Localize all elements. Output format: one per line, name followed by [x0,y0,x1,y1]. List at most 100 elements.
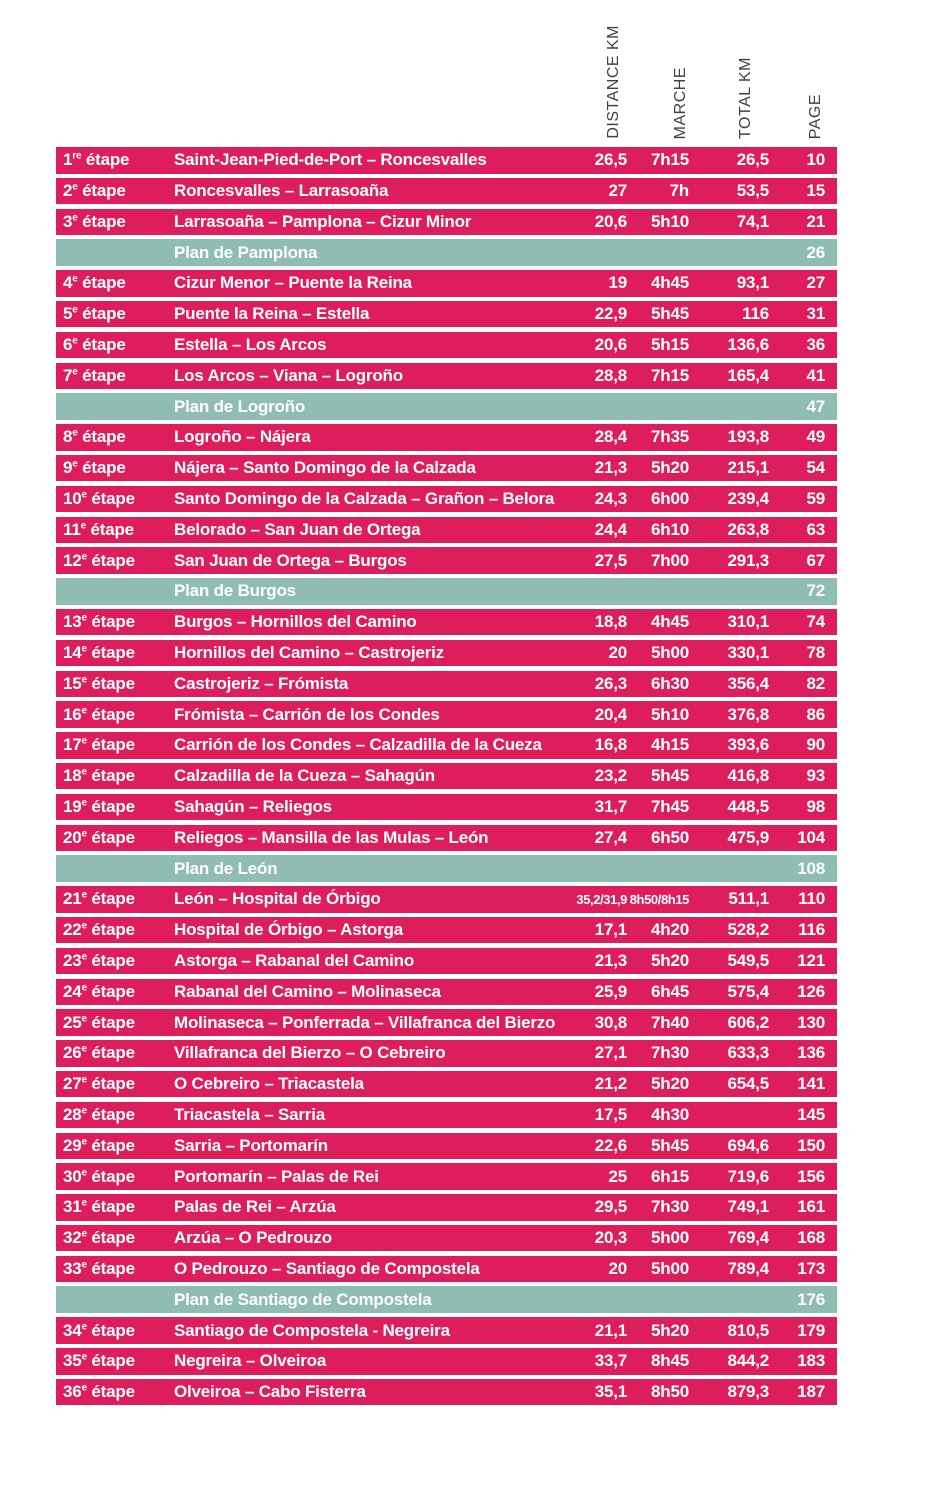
stage-ordinal: 23e étape [63,950,135,970]
stage-row: 18e étape Calzadilla de la Cueza – Sahag… [56,762,837,790]
stage-marche-time: 6h00 [651,489,689,509]
stage-route: León – Hospital de Órbigo [174,889,381,909]
plan-row: Plan de Logroño 47 [56,393,837,420]
stage-page-number: 98 [806,796,825,816]
stage-total-km: 330,1 [727,643,769,662]
stage-distance-km: 27 [608,181,627,201]
stage-ordinal: 11e étape [63,519,134,539]
stage-total-km: 393,6 [727,735,769,755]
stage-total-km: 356,4 [727,673,769,693]
stage-ordinal: 18e étape [63,766,135,786]
stage-ordinal: 30e étape [63,1166,135,1186]
stage-total-km: 74,1 [736,211,769,231]
stage-page-number: 187 [797,1382,825,1402]
stage-distance-km: 20,4 [594,704,627,724]
stage-marche-time: 5h20 [651,950,689,970]
stage-ordinal: 3e étape [63,211,126,231]
stage-row: 36e étape Olveiroa – Cabo Fisterra 35,1 … [56,1378,837,1406]
stage-row: 1re étape Saint-Jean-Pied-de-Port – Ronc… [56,147,837,174]
stage-total-km: 528,2 [727,920,769,940]
stage-row: 21e étape León – Hospital de Órbigo 35,2… [56,886,837,913]
stage-page-number: 27 [806,273,825,293]
stage-distance-km: 28,8 [594,365,627,385]
stage-total-km: 789,4 [727,1258,769,1278]
stage-row: 28e étape Triacastela – Sarria 17,5 4h30… [56,1101,837,1129]
stage-distance-km: 28,4 [594,427,627,447]
stage-marche-time: 7h15 [651,150,689,170]
stage-page-number: 15 [806,181,825,201]
stage-total-km: 549,5 [727,950,769,970]
stage-row: 5e étape Puente la Reina – Estella 22,9 … [56,300,837,328]
stage-page-number: 179 [797,1320,825,1340]
stage-route: Puente la Reina – Estella [174,304,370,324]
stage-page-number: 161 [797,1197,825,1217]
stage-distance-km: 20,6 [594,211,627,231]
stage-marche-time: 6h30 [651,673,689,693]
stage-ordinal: 36e étape [63,1382,135,1402]
stage-route: Frómista – Carrión de los Condes [174,704,440,724]
stage-distance-km: 24,4 [594,519,627,539]
stage-ordinal: 13e étape [63,612,135,632]
stage-row: 16e étape Frómista – Carrión de los Cond… [56,701,837,728]
stage-marche-time: 5h15 [651,335,689,355]
stage-row: 23e étape Astorga – Rabanal del Camino 2… [56,947,837,975]
stage-route: Los Arcos – Viana – Logroño [174,365,403,385]
stage-page-number: 145 [797,1104,825,1124]
stage-ordinal: 20e étape [63,827,135,847]
stage-row: 14e étape Hornillos del Camino – Castroj… [56,639,837,667]
table-column-headers: DISTANCE KM MARCHE TOTAL KM PAGE [56,0,837,147]
stage-ordinal: 6e étape [63,335,126,355]
stage-ordinal: 1re étape [63,150,130,170]
stage-marche-time: 5h00 [651,1228,689,1248]
stage-marche-time: 7h35 [651,427,689,447]
stage-route: Reliegos – Mansilla de las Mulas – León [174,827,489,847]
stage-ordinal: 7e étape [63,365,126,385]
stage-marche-time: 7h00 [651,550,689,570]
stage-ordinal: 28e étape [63,1104,135,1124]
stage-total-km: 719,6 [727,1166,769,1186]
stage-distance-km: 35,2/31,9 [576,891,627,907]
stage-page-number: 156 [797,1166,825,1186]
plan-title: Plan de Santiago de Compostela [174,1289,432,1309]
stage-page-number: 86 [806,704,825,724]
stage-distance-km: 26,3 [594,673,627,693]
stage-page-number: 150 [797,1135,825,1155]
stage-page-number: 168 [797,1228,825,1248]
stage-ordinal: 21e étape [63,889,135,909]
stage-distance-km: 27,1 [594,1043,627,1063]
stage-distance-km: 17,5 [594,1104,627,1124]
stage-route: Estella – Los Arcos [174,335,327,355]
stage-route: Castrojeriz – Frómista [174,673,349,693]
stage-ordinal: 26e étape [63,1043,135,1063]
stage-route: Portomarín – Palas de Rei [174,1166,379,1186]
stage-total-km: 810,5 [727,1320,769,1340]
stage-distance-km: 27,4 [594,827,627,847]
stage-distance-km: 20 [608,643,627,662]
stage-row: 29e étape Sarria – Portomarín 22,6 5h45 … [56,1132,837,1159]
stage-ordinal: 29e étape [63,1135,135,1155]
stage-row: 33e étape O Pedrouzo – Santiago de Compo… [56,1255,837,1283]
stage-row: 25e étape Molinaseca – Ponferrada – Vill… [56,1009,837,1036]
stage-route: O Pedrouzo – Santiago de Compostela [174,1258,480,1278]
stage-route: Carrión de los Condes – Calzadilla de la… [174,735,542,755]
stage-ordinal: 22e étape [63,920,135,940]
stage-ordinal: 19e étape [63,796,135,816]
stage-row: 10e étape Santo Domingo de la Calzada – … [56,485,837,513]
stage-total-km: 26,5 [736,150,769,170]
stage-page-number: 126 [797,981,825,1001]
stage-ordinal: 2e étape [63,181,126,201]
stage-route: San Juan de Ortega – Burgos [174,550,407,570]
column-header-page: PAGE [807,93,824,139]
stage-page-number: 21 [806,211,825,231]
stage-route: Burgos – Hornillos del Camino [174,612,417,632]
stage-row: 22e étape Hospital de Órbigo – Astorga 1… [56,916,837,944]
stage-ordinal: 25e étape [63,1012,135,1032]
stage-page-number: 59 [806,489,825,509]
stage-marche-time: 5h20 [651,1074,689,1094]
stage-distance-km: 21,1 [594,1320,627,1340]
plan-page-number: 108 [797,858,825,878]
column-header-distance-km: DISTANCE KM [605,25,622,139]
stage-total-km: 239,4 [727,489,769,509]
stage-ordinal: 35e étape [63,1351,135,1371]
